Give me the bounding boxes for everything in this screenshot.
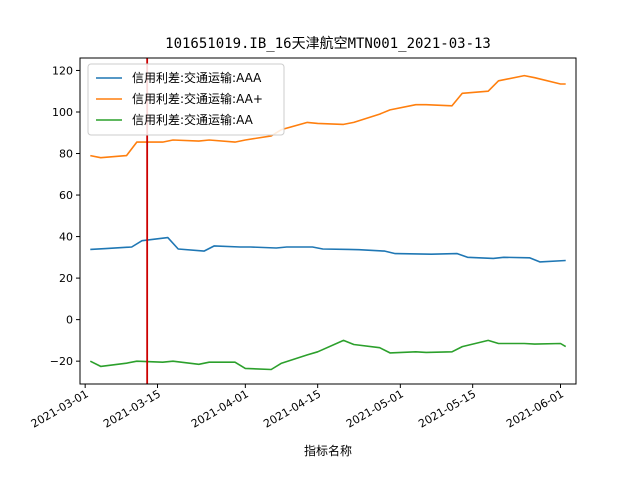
series-line-1 [90, 74, 566, 159]
x-axis: 2021-03-01 2021-03-15 2021-04-01 2021-04-15… [29, 384, 566, 431]
x-tick-label: 2021-04-15 [261, 387, 323, 430]
legend-label-2: 信用利差:交通运输:AA [132, 112, 254, 127]
y-tick-label: 80 [59, 148, 73, 161]
series-line-2 [89, 339, 567, 371]
x-tick-label: 2021-06-01 [504, 387, 566, 430]
legend-box [87, 63, 285, 136]
legend: 信用利差:交通运输:AAA 信用利差:交通运输:AA+ 信用利差:交通运输:AA [87, 63, 285, 136]
plot-frame [79, 57, 577, 385]
x-tick-label: 2021-05-15 [416, 387, 478, 430]
x-tick-label: 2021-03-01 [29, 387, 91, 430]
series-line-0 [90, 236, 566, 263]
y-tick-label: 20 [59, 272, 73, 285]
x-axis-label: 指标名称 [304, 443, 352, 458]
y-tick-label: 100 [52, 106, 73, 119]
x-tick-label: 2021-03-15 [101, 387, 163, 430]
y-tick-label: −20 [50, 355, 73, 368]
legend-label-1: 信用利差:交通运输:AA+ [132, 91, 263, 106]
y-axis: −20 0 20 40 60 80 100 120 [50, 64, 80, 368]
x-tick-label: 2021-05-01 [344, 387, 406, 430]
y-tick-label: 40 [59, 231, 73, 244]
y-tick-label: 120 [52, 64, 73, 77]
chart-title: 101651019.IB_16天津航空MTN001_2021-03-13 [165, 36, 491, 52]
x-tick-label: 2021-04-01 [189, 387, 251, 430]
y-tick-label: 0 [66, 314, 73, 327]
legend-label-0: 信用利差:交通运输:AAA [132, 70, 262, 85]
y-tick-label: 60 [59, 189, 73, 202]
